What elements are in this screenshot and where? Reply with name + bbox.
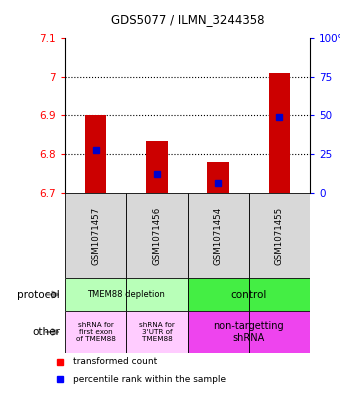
Bar <box>65 278 126 311</box>
Text: shRNA for
3'UTR of
TMEM88: shRNA for 3'UTR of TMEM88 <box>139 322 175 342</box>
Text: protocol: protocol <box>17 290 60 299</box>
Text: GSM1071454: GSM1071454 <box>214 206 223 264</box>
Text: non-targetting
shRNA: non-targetting shRNA <box>214 321 284 343</box>
Bar <box>269 73 290 193</box>
Bar <box>187 193 249 278</box>
Bar <box>146 141 168 193</box>
Bar <box>249 193 310 278</box>
Text: shRNA for
first exon
of TMEM88: shRNA for first exon of TMEM88 <box>76 322 116 342</box>
Text: transformed count: transformed count <box>73 357 157 366</box>
Bar <box>65 311 126 353</box>
Bar <box>65 193 126 278</box>
Text: GSM1071455: GSM1071455 <box>275 206 284 264</box>
Bar <box>207 162 229 193</box>
Text: GDS5077 / ILMN_3244358: GDS5077 / ILMN_3244358 <box>111 13 264 26</box>
Text: GSM1071457: GSM1071457 <box>91 206 100 264</box>
Bar <box>187 311 249 353</box>
Text: TMEM88 depletion: TMEM88 depletion <box>87 290 165 299</box>
Bar <box>126 311 187 353</box>
Bar <box>85 116 106 193</box>
Bar <box>249 311 310 353</box>
Bar <box>126 278 187 311</box>
Bar <box>126 193 187 278</box>
Text: control: control <box>231 290 267 299</box>
Bar <box>249 278 310 311</box>
Text: percentile rank within the sample: percentile rank within the sample <box>73 375 226 384</box>
Text: other: other <box>32 327 60 337</box>
Bar <box>187 278 249 311</box>
Text: GSM1071456: GSM1071456 <box>152 206 161 264</box>
